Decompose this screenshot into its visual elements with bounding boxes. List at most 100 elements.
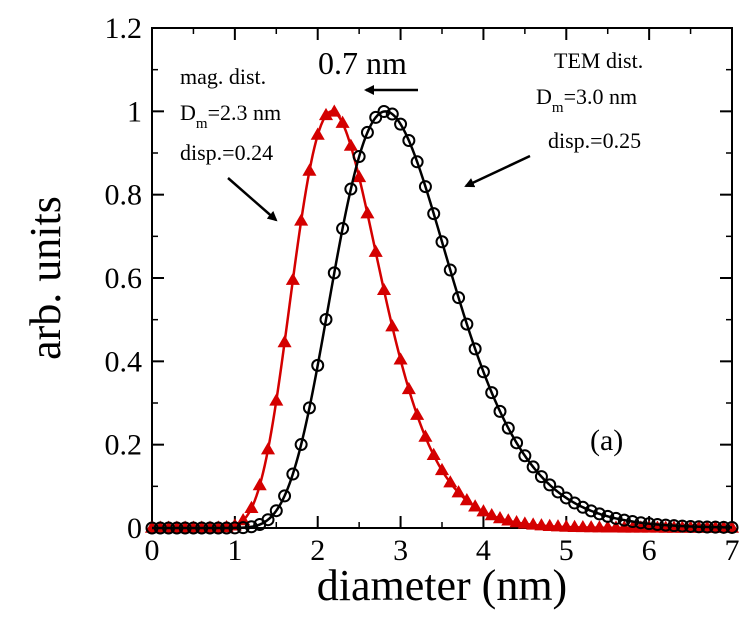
series-tem-point: [534, 470, 548, 484]
series-tem-point: [700, 520, 714, 534]
x-axis-label: diameter (nm): [317, 561, 567, 610]
series-tem-point: [584, 504, 598, 518]
series-mag-point: [534, 518, 549, 531]
series-tem-point: [153, 521, 167, 535]
series-tem-point: [510, 436, 524, 450]
y-tick-label: 0: [127, 512, 142, 545]
series-mag-point: [335, 115, 350, 128]
series-tem-point: [609, 511, 623, 525]
y-tick-label: 1: [127, 95, 142, 128]
series-tem-point: [452, 291, 466, 305]
series-mag-point: [260, 442, 276, 455]
series-mag-point: [600, 520, 615, 533]
series-layer: [144, 104, 740, 535]
y-tick-label: 1.2: [105, 12, 143, 45]
series-mag-point: [252, 478, 267, 491]
series-tem-point: [460, 317, 474, 331]
mag-dist-label: mag. dist.: [180, 64, 266, 89]
series-tem-point: [203, 521, 217, 535]
series-tem-point: [684, 519, 698, 533]
series-tem-point: [170, 521, 184, 535]
x-axis-ticks: 0 1 2 3 4 5 6 7: [145, 28, 740, 567]
series-tem-point: [501, 421, 515, 435]
series-mag-point: [385, 319, 400, 332]
series-mag-point: [294, 213, 309, 226]
series-mag-point: [244, 500, 259, 514]
series-tem-point: [717, 520, 731, 534]
series-tem-point: [269, 504, 283, 518]
series-mag-point: [410, 407, 425, 420]
series-mag-point: [484, 508, 499, 521]
series-mag-point: [575, 519, 590, 533]
series-tem-point: [360, 125, 374, 139]
tem-dist-label: TEM dist.: [554, 48, 643, 73]
series-tem-point: [675, 519, 689, 533]
series-mag-point: [368, 244, 383, 257]
series-tem-point: [427, 207, 441, 221]
x-tick-label: 2: [310, 534, 325, 567]
mag-dm-value: =2.3 nm: [208, 100, 282, 125]
series-tem-point: [186, 521, 200, 535]
series-tem-point: [667, 519, 681, 533]
series-tem-point: [377, 104, 391, 118]
series-mag-point: [459, 493, 474, 506]
y-tick-label: 0.6: [105, 262, 143, 295]
series-mag-point: [393, 352, 408, 365]
tem-dm-prefix: D: [536, 84, 552, 109]
series-tem-point: [634, 516, 648, 530]
y-axis-ticks: 0 0.2 0.4 0.6 0.8 1 1.2: [105, 12, 732, 545]
series-tem-point: [294, 438, 308, 452]
series-tem-point: [551, 485, 565, 499]
y-tick-label: 0.8: [105, 179, 143, 212]
shift-label: 0.7 nm: [318, 45, 407, 81]
series-tem-point: [493, 404, 507, 418]
series-tem-point: [601, 509, 615, 523]
series-tem-point: [385, 107, 399, 121]
series-mag-point: [352, 169, 367, 183]
x-tick-label: 7: [725, 534, 740, 567]
series-tem-point: [418, 180, 432, 194]
y-tick-label: 0.4: [105, 345, 143, 378]
mag-dm-prefix: D: [180, 100, 196, 125]
series-mag-point: [526, 517, 541, 530]
series-tem-point: [344, 182, 358, 196]
series-tem-point: [327, 266, 341, 280]
series-tem-point: [244, 520, 258, 534]
series-tem-point: [543, 478, 557, 492]
series-tem-point: [178, 521, 192, 535]
series-mag-point: [343, 138, 358, 151]
series-mag-point: [567, 519, 582, 532]
y-axis-label: arb. units: [21, 196, 70, 360]
x-tick-label: 3: [393, 534, 408, 567]
series-tem-point: [369, 110, 383, 124]
series-tem-point: [162, 521, 176, 535]
series-mag-point: [451, 485, 466, 498]
series-tem-point: [476, 365, 490, 379]
series-tem-point: [518, 449, 532, 463]
series-tem-point: [286, 467, 300, 481]
series-tem-point: [336, 222, 350, 236]
tem-dm-label: Dm=3.0 nm: [536, 84, 637, 116]
series-mag-point: [476, 504, 491, 517]
series-tem-point: [228, 521, 242, 535]
series-tem-point: [402, 134, 416, 148]
series-mag-point: [426, 447, 441, 461]
series-tem-point: [692, 520, 706, 534]
series-tem-point: [642, 517, 656, 531]
mag-disp-label: disp.=0.24: [180, 140, 273, 165]
series-tem-point: [443, 263, 457, 277]
series-mag-point: [443, 475, 458, 488]
series-tem-point: [319, 312, 333, 326]
mag-arrow: [227, 177, 278, 222]
series-tem-point: [650, 517, 664, 531]
series-mag-point: [434, 462, 450, 476]
tem-dm-value: =3.0 nm: [564, 84, 638, 109]
series-tem-point: [626, 515, 640, 529]
series-mag-point: [608, 520, 624, 533]
mag-dm-sub: m: [196, 116, 208, 132]
series-mag-point: [617, 520, 632, 533]
series-tem-point: [261, 513, 275, 527]
series-mag-point: [501, 513, 516, 526]
series-tem-point: [468, 342, 482, 356]
